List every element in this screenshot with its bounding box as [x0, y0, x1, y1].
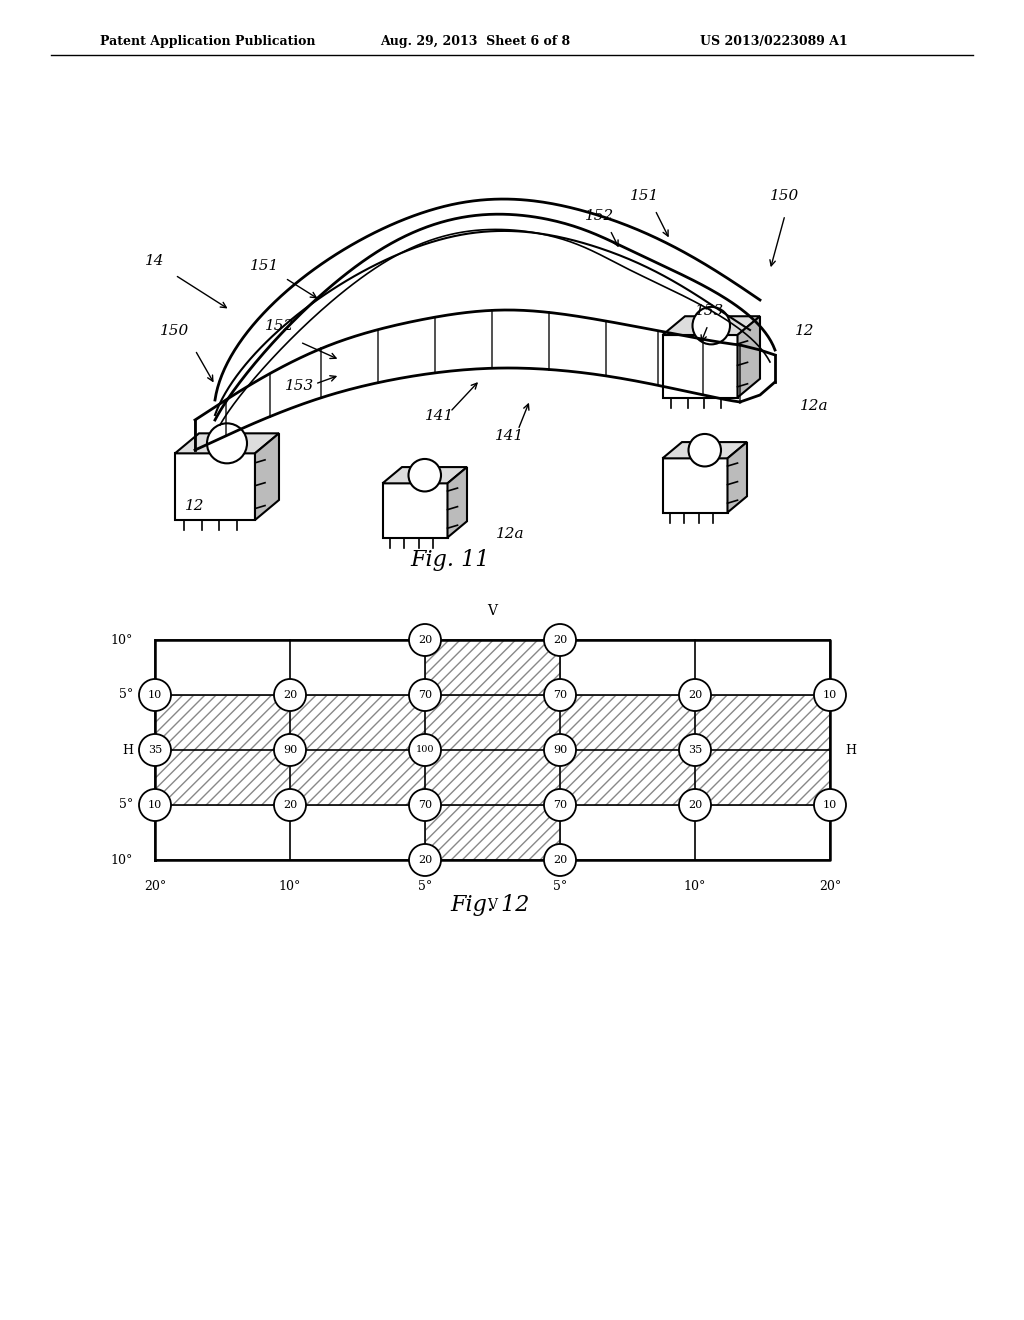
Polygon shape [383, 467, 467, 483]
Text: V: V [487, 898, 498, 912]
Text: Patent Application Publication: Patent Application Publication [100, 36, 315, 48]
Polygon shape [663, 335, 737, 397]
Text: 10: 10 [147, 690, 162, 700]
Text: 35: 35 [147, 744, 162, 755]
Text: 150: 150 [161, 323, 189, 338]
Circle shape [692, 306, 730, 345]
Text: 141: 141 [425, 409, 455, 422]
Text: 12: 12 [185, 499, 205, 513]
Text: 20°: 20° [819, 880, 841, 894]
Circle shape [679, 678, 711, 711]
Polygon shape [727, 442, 746, 512]
Text: 10°: 10° [111, 854, 133, 866]
Circle shape [409, 459, 441, 491]
Text: Fig. 12: Fig. 12 [451, 894, 529, 916]
Circle shape [409, 789, 441, 821]
Circle shape [544, 734, 575, 766]
Circle shape [679, 734, 711, 766]
Polygon shape [663, 317, 760, 335]
Text: 70: 70 [418, 800, 432, 810]
Text: 5°: 5° [553, 880, 567, 894]
Bar [425, 640, 560, 861]
Text: 35: 35 [688, 744, 702, 755]
Polygon shape [447, 467, 467, 537]
Circle shape [679, 789, 711, 821]
Text: 151: 151 [251, 259, 280, 273]
Circle shape [544, 843, 575, 876]
Bar [155, 696, 830, 805]
Text: H: H [122, 743, 133, 756]
Circle shape [409, 734, 441, 766]
Text: 90: 90 [553, 744, 567, 755]
Text: 20: 20 [418, 855, 432, 865]
Text: V: V [487, 605, 498, 618]
Circle shape [544, 678, 575, 711]
Polygon shape [175, 453, 255, 520]
Text: 20: 20 [553, 855, 567, 865]
Polygon shape [737, 317, 760, 397]
Text: 5°: 5° [119, 799, 133, 812]
Polygon shape [175, 433, 279, 453]
Text: 152: 152 [265, 319, 295, 333]
Text: 10: 10 [823, 690, 838, 700]
Text: 12a: 12a [496, 527, 524, 541]
Circle shape [274, 734, 306, 766]
Circle shape [207, 424, 247, 463]
Polygon shape [255, 433, 279, 520]
Circle shape [544, 789, 575, 821]
Text: 70: 70 [418, 690, 432, 700]
Text: 141: 141 [496, 429, 524, 444]
Circle shape [814, 678, 846, 711]
Text: 90: 90 [283, 744, 297, 755]
Circle shape [814, 789, 846, 821]
Text: 10: 10 [147, 800, 162, 810]
Text: 152: 152 [586, 209, 614, 223]
Circle shape [139, 789, 171, 821]
Circle shape [409, 624, 441, 656]
Text: 10°: 10° [111, 634, 133, 647]
Text: 151: 151 [631, 189, 659, 203]
Polygon shape [663, 458, 727, 512]
Text: 12: 12 [795, 323, 814, 338]
Circle shape [409, 843, 441, 876]
Circle shape [544, 624, 575, 656]
Text: 20: 20 [688, 690, 702, 700]
Circle shape [688, 434, 721, 466]
Text: 153: 153 [286, 379, 314, 393]
Text: 10°: 10° [684, 880, 707, 894]
Text: 20: 20 [418, 635, 432, 645]
Text: 100: 100 [416, 746, 434, 755]
Text: Aug. 29, 2013  Sheet 6 of 8: Aug. 29, 2013 Sheet 6 of 8 [380, 36, 570, 48]
Text: 5°: 5° [119, 689, 133, 701]
Text: 20: 20 [688, 800, 702, 810]
Text: 10: 10 [823, 800, 838, 810]
Text: 20: 20 [283, 690, 297, 700]
Circle shape [274, 678, 306, 711]
Text: 14: 14 [145, 253, 165, 268]
Text: 150: 150 [770, 189, 800, 203]
Text: 70: 70 [553, 800, 567, 810]
Circle shape [139, 734, 171, 766]
Circle shape [139, 678, 171, 711]
Polygon shape [383, 483, 447, 537]
Circle shape [274, 789, 306, 821]
Text: 20°: 20° [144, 880, 166, 894]
Text: Fig. 11: Fig. 11 [411, 549, 489, 572]
Text: 20: 20 [283, 800, 297, 810]
Text: 153: 153 [695, 304, 725, 318]
Text: 12a: 12a [800, 399, 828, 413]
Circle shape [409, 678, 441, 711]
Text: 70: 70 [553, 690, 567, 700]
Text: H: H [845, 743, 856, 756]
Text: 10°: 10° [279, 880, 301, 894]
Polygon shape [663, 442, 746, 458]
Text: US 2013/0223089 A1: US 2013/0223089 A1 [700, 36, 848, 48]
Text: 5°: 5° [418, 880, 432, 894]
Text: 20: 20 [553, 635, 567, 645]
